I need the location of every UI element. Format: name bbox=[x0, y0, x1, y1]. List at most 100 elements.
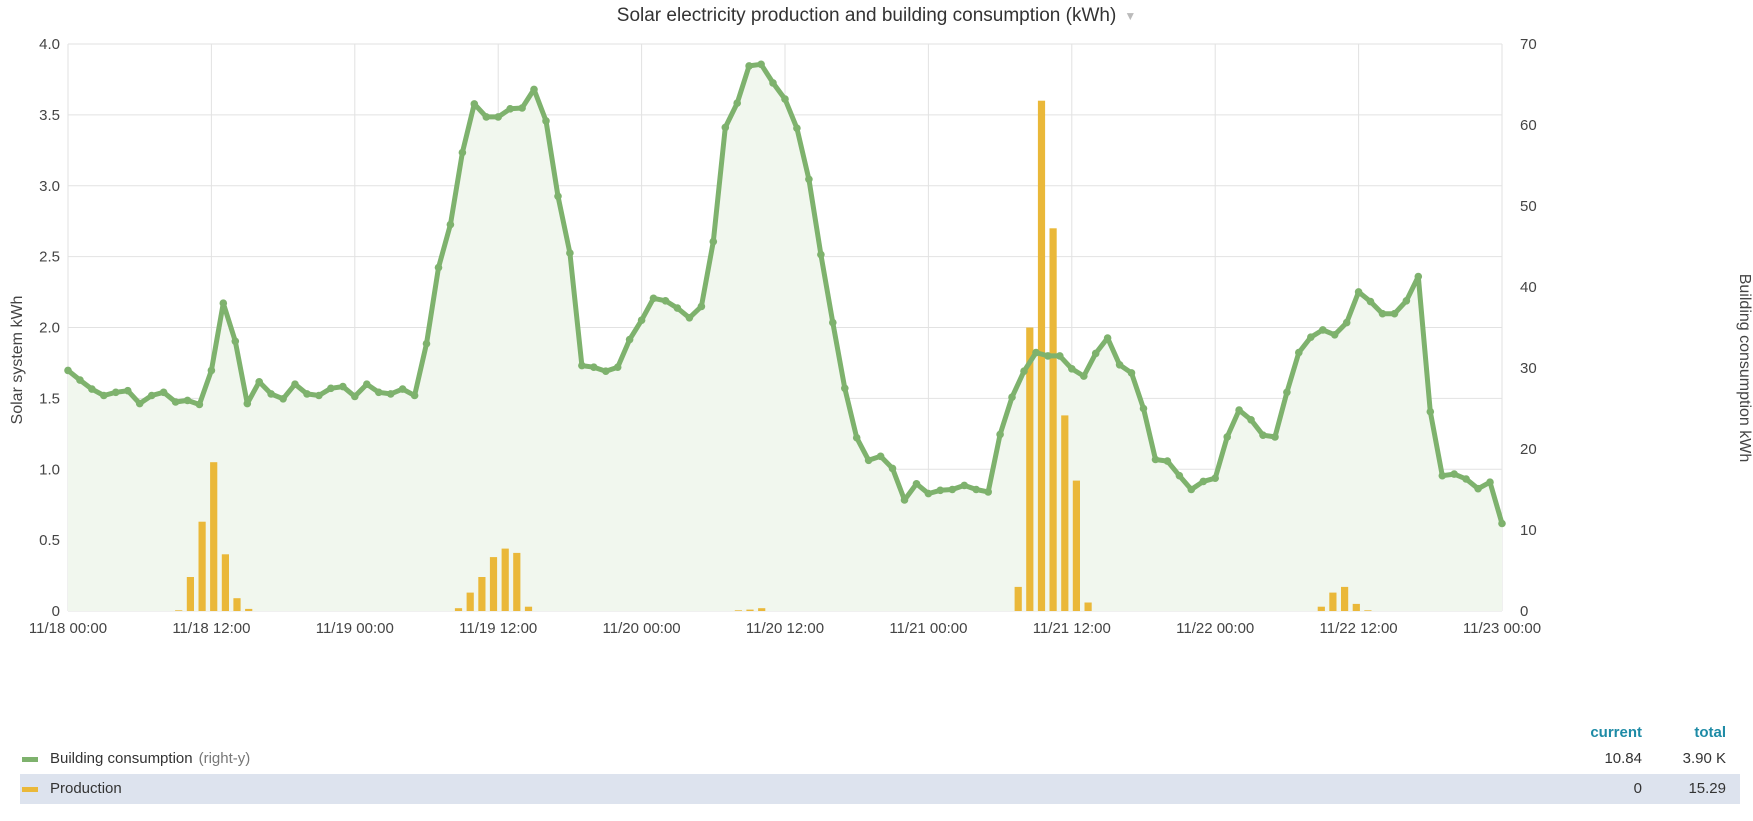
legend-total-value: 3.90 K bbox=[1682, 750, 1726, 767]
consumption-point bbox=[124, 386, 132, 395]
consumption-point bbox=[960, 481, 969, 490]
consumption-point bbox=[1307, 333, 1315, 342]
consumption-point bbox=[446, 220, 455, 229]
consumption-point bbox=[1235, 406, 1243, 414]
production-bar bbox=[210, 462, 218, 611]
chevron-down-icon[interactable]: ▼ bbox=[1124, 8, 1137, 23]
consumption-point bbox=[482, 113, 491, 121]
left-y-tick-label: 2.0 bbox=[39, 320, 60, 337]
consumption-point bbox=[996, 430, 1004, 439]
consumption-point bbox=[673, 304, 682, 312]
production-bar bbox=[513, 552, 521, 611]
consumption-point bbox=[1295, 348, 1303, 357]
consumption-point bbox=[852, 433, 861, 442]
consumption-point bbox=[1450, 470, 1458, 478]
consumption-point bbox=[1103, 334, 1112, 342]
right-y-tick-label: 20 bbox=[1520, 441, 1537, 458]
consumption-point bbox=[410, 391, 419, 400]
consumption-point bbox=[1342, 318, 1351, 327]
production-bar bbox=[466, 592, 474, 611]
consumption-point bbox=[912, 480, 921, 488]
left-y-tick-label: 0 bbox=[52, 603, 60, 620]
production-bar bbox=[186, 577, 194, 611]
legend-col-current[interactable]: current bbox=[1590, 724, 1642, 741]
consumption-point bbox=[291, 380, 299, 389]
production-bar bbox=[454, 608, 463, 611]
consumption-point bbox=[793, 124, 801, 132]
x-tick-label: 11/20 00:00 bbox=[603, 620, 681, 637]
consumption-point bbox=[518, 104, 526, 112]
production-bar bbox=[1084, 602, 1092, 611]
consumption-point bbox=[542, 117, 550, 125]
x-tick-label: 11/20 12:00 bbox=[746, 620, 824, 637]
consumption-point bbox=[231, 337, 240, 346]
right-y-ticks: 0 10 20 30 40 50 60 70 bbox=[1520, 36, 1537, 620]
production-bar bbox=[221, 554, 229, 611]
consumption-point bbox=[76, 376, 84, 384]
consumption-point bbox=[817, 250, 825, 259]
legend-series-label[interactable]: Building consumption bbox=[50, 750, 193, 767]
x-tick-label: 11/23 00:00 bbox=[1463, 620, 1541, 637]
consumption-point bbox=[1319, 326, 1327, 334]
consumption-point bbox=[1474, 484, 1482, 493]
consumption-point bbox=[566, 249, 574, 257]
consumption-point bbox=[374, 388, 383, 397]
consumption-swatch-icon[interactable] bbox=[22, 757, 38, 762]
consumption-point bbox=[303, 390, 311, 398]
consumption-point bbox=[494, 113, 503, 121]
consumption-point bbox=[1080, 372, 1088, 380]
consumption-point bbox=[1091, 349, 1100, 358]
consumption-point bbox=[327, 384, 335, 393]
x-tick-label: 11/18 12:00 bbox=[172, 620, 250, 637]
consumption-point bbox=[183, 396, 192, 405]
consumption-point bbox=[1402, 297, 1411, 305]
consumption-point bbox=[888, 464, 897, 473]
consumption-point bbox=[195, 400, 204, 409]
consumption-point bbox=[602, 367, 610, 376]
production-swatch-icon[interactable] bbox=[22, 787, 38, 792]
consumption-point bbox=[506, 105, 514, 113]
consumption-point bbox=[1139, 404, 1148, 413]
right-y-axis-title: Building consumption kWh bbox=[1736, 274, 1753, 463]
x-tick-label: 11/18 00:00 bbox=[29, 620, 107, 637]
production-bar bbox=[1049, 228, 1057, 612]
chart-area: 0 0.5 1.0 1.5 2.0 2.5 3.0 3.5 4.0 0 10 20 30 40 50 60 7… bbox=[9, 36, 1753, 637]
consumption-point bbox=[1259, 431, 1267, 440]
legend-row-production[interactable]: Production 0 15.29 bbox=[20, 774, 1740, 804]
left-y-axis-title: Solar system kWh bbox=[9, 296, 26, 425]
consumption-point bbox=[685, 314, 694, 322]
right-y-tick-label: 50 bbox=[1520, 198, 1537, 215]
consumption-points bbox=[64, 60, 1506, 528]
consumption-point bbox=[1498, 519, 1506, 528]
consumption-point bbox=[637, 316, 646, 325]
consumption-point bbox=[470, 100, 479, 108]
legend-col-total[interactable]: total bbox=[1694, 724, 1726, 741]
consumption-point bbox=[1008, 393, 1016, 402]
legend-series-name[interactable]: Building consumption (right-y) bbox=[50, 744, 250, 774]
consumption-point bbox=[864, 456, 873, 465]
consumption-point bbox=[386, 390, 395, 398]
consumption-point bbox=[972, 485, 980, 494]
consumption-point bbox=[339, 382, 347, 391]
legend-row-consumption[interactable]: Building consumption (right-y) 10.84 3.90… bbox=[20, 744, 1740, 774]
chart-title-text: Solar electricity production and buildin… bbox=[616, 5, 1117, 26]
right-y-tick-label: 10 bbox=[1520, 522, 1537, 539]
legend-header: current total bbox=[20, 724, 1740, 744]
consumption-point bbox=[781, 95, 789, 103]
consumption-point bbox=[829, 318, 837, 327]
consumption-point bbox=[1211, 474, 1219, 483]
chart-title[interactable]: Solar electricity production and buildin… bbox=[0, 5, 1753, 27]
x-tick-label: 11/21 12:00 bbox=[1033, 620, 1111, 637]
left-y-tick-label: 1.5 bbox=[39, 390, 60, 407]
consumption-point bbox=[1414, 272, 1423, 281]
x-ticks: 11/18 00:00 11/18 12:00 11/19 00:00 11/19 1… bbox=[29, 620, 1541, 637]
consumption-point bbox=[1127, 369, 1136, 377]
consumption-point bbox=[1223, 433, 1231, 441]
consumption-point bbox=[721, 123, 730, 132]
x-tick-label: 11/19 12:00 bbox=[459, 620, 537, 637]
legend-series-label[interactable]: Production bbox=[50, 780, 122, 797]
production-bar bbox=[489, 557, 498, 611]
consumption-point bbox=[661, 297, 670, 305]
consumption-point bbox=[924, 489, 933, 498]
consumption-point bbox=[1354, 288, 1363, 296]
